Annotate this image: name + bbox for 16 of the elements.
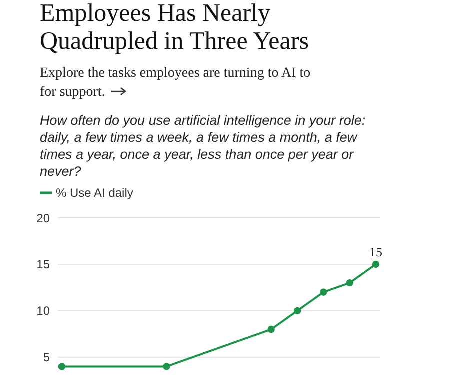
y-tick-label: 10 — [36, 304, 50, 318]
text: How often do you use artificial intelligence in your role: daily, a few times a week, a few times a month, a few times a year, once a year, less than once per year or never? — [40, 112, 367, 180]
legend-label: % Use AI daily — [56, 186, 134, 200]
point — [58, 363, 66, 370]
data-label: 15 — [370, 244, 382, 260]
y-tick-label: 20 — [36, 211, 50, 226]
point — [163, 363, 170, 370]
point — [294, 307, 302, 315]
chart-title: Employees Has Nearly Quadrupled in Three Years — [40, 0, 310, 56]
chart-subtitle: Explore the tasks employees are turning to AI to for support. — [40, 65, 312, 102]
y-tick-label: 5 — [43, 350, 50, 365]
point — [372, 260, 380, 268]
y-tick-label: 15 — [36, 258, 50, 272]
point — [268, 326, 275, 334]
point — [320, 288, 328, 296]
point — [346, 279, 354, 287]
